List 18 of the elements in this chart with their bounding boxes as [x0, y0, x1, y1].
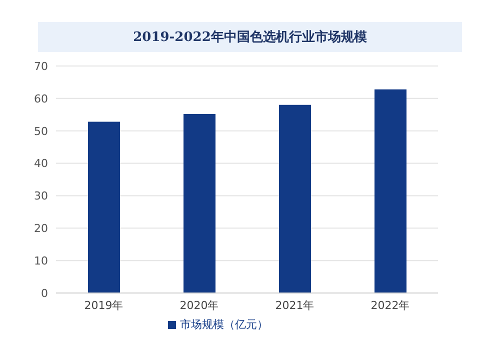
- x-tick-label: 2019年: [84, 298, 124, 312]
- bar: [88, 122, 120, 293]
- x-tick-label: 2020年: [180, 298, 219, 312]
- legend-label: 市场规模（亿元）: [180, 318, 268, 331]
- bar: [374, 89, 406, 293]
- x-tick-label: 2022年: [370, 298, 410, 312]
- bar: [279, 104, 311, 293]
- y-tick-label: 0: [41, 286, 48, 300]
- y-tick-label: 20: [34, 222, 48, 236]
- bar: [184, 114, 216, 293]
- y-tick-label: 60: [34, 92, 48, 106]
- x-tick-label: 2021年: [275, 298, 314, 312]
- y-tick-label: 70: [34, 60, 48, 73]
- y-tick-label: 50: [34, 124, 48, 138]
- y-tick-label: 10: [34, 254, 48, 268]
- chart-title: 2019-2022年中国色选机行业市场规模: [38, 22, 462, 52]
- y-tick-label: 30: [34, 190, 48, 203]
- y-tick-label: 40: [34, 157, 48, 170]
